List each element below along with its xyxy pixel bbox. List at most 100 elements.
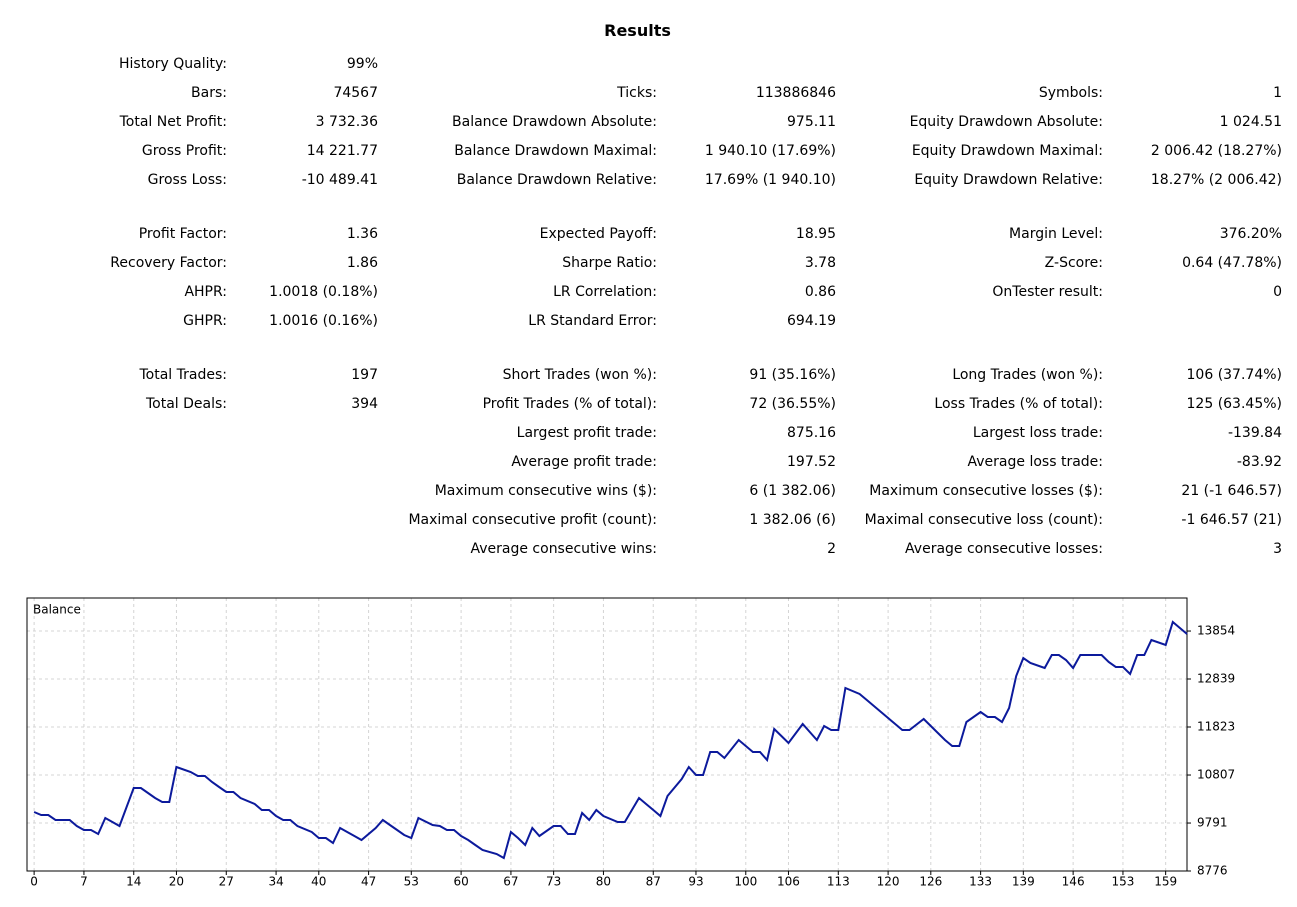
stat-value: 72 (36.55%) bbox=[749, 396, 836, 412]
stat-value: 376.20% bbox=[1219, 226, 1282, 242]
stat-label: History Quality: bbox=[119, 56, 227, 72]
x-tick-label: 146 bbox=[1062, 875, 1085, 889]
stat-value: 0.86 bbox=[804, 284, 836, 300]
stat-label: OnTester result: bbox=[992, 284, 1103, 300]
stat-label: Short Trades (won %): bbox=[502, 367, 657, 383]
stat-value: 2 006.42 (18.27%) bbox=[1150, 143, 1282, 159]
balance-line bbox=[33, 620, 1188, 860]
x-tick-label: 87 bbox=[646, 875, 661, 889]
stat-value: 91 (35.16%) bbox=[749, 367, 836, 383]
stat-value: 1.0018 (0.18%) bbox=[269, 284, 378, 300]
stat-value: 0 bbox=[1273, 284, 1282, 300]
y-tick-label: 9791 bbox=[1197, 816, 1228, 830]
x-tick-label: 139 bbox=[1012, 875, 1035, 889]
stat-label: Ticks: bbox=[617, 85, 657, 101]
y-tick-label: 10807 bbox=[1197, 768, 1235, 782]
stat-label: Recovery Factor: bbox=[110, 255, 227, 271]
stat-label: Equity Drawdown Maximal: bbox=[911, 143, 1103, 159]
legend-label: Balance bbox=[33, 603, 81, 617]
stat-label: Balance Drawdown Relative: bbox=[456, 172, 657, 188]
stat-label: Total Trades: bbox=[139, 367, 228, 383]
stat-value: 106 (37.74%) bbox=[1186, 367, 1282, 383]
stat-value: 99% bbox=[346, 56, 378, 72]
stat-label: Balance Drawdown Maximal: bbox=[454, 143, 657, 159]
stat-label: Balance Drawdown Absolute: bbox=[452, 114, 657, 130]
stat-value: 197.52 bbox=[787, 454, 836, 470]
plot-frame bbox=[26, 597, 1188, 872]
x-tick-label: 40 bbox=[311, 875, 326, 889]
stat-label: LR Standard Error: bbox=[528, 313, 657, 329]
stat-value: 3 bbox=[1273, 541, 1282, 557]
stat-value: 17.69% (1 940.10) bbox=[704, 172, 836, 188]
x-tick-label: 27 bbox=[219, 875, 234, 889]
stat-label: Total Deals: bbox=[145, 396, 227, 412]
x-tick-label: 120 bbox=[877, 875, 900, 889]
stat-value: 3.78 bbox=[804, 255, 836, 271]
stat-label: Profit Factor: bbox=[138, 226, 227, 242]
stat-label: Z-Score: bbox=[1044, 255, 1103, 271]
stat-label: Expected Payoff: bbox=[539, 226, 657, 242]
x-tick-label: 113 bbox=[827, 875, 850, 889]
y-tick-label: 11823 bbox=[1197, 720, 1235, 734]
x-tick-label: 0 bbox=[30, 875, 38, 889]
stat-value: 6 (1 382.06) bbox=[749, 483, 836, 499]
x-tick-label: 159 bbox=[1154, 875, 1177, 889]
stat-value: 2 bbox=[827, 541, 836, 557]
stat-value: -83.92 bbox=[1236, 454, 1282, 470]
stat-value: 1.36 bbox=[346, 226, 378, 242]
stat-label: Average profit trade: bbox=[511, 454, 657, 470]
stat-label: Margin Level: bbox=[1009, 226, 1103, 242]
stat-label: Maximal consecutive profit (count): bbox=[408, 512, 657, 528]
stat-value: 975.11 bbox=[787, 114, 836, 130]
stat-label: Gross Loss: bbox=[147, 172, 227, 188]
x-tick-label: 80 bbox=[596, 875, 611, 889]
x-tick-label: 100 bbox=[734, 875, 757, 889]
stat-value: 1 024.51 bbox=[1219, 114, 1282, 130]
stat-value: 18.27% (2 006.42) bbox=[1150, 172, 1282, 188]
stat-value: 1 bbox=[1273, 85, 1282, 101]
stat-label: Equity Drawdown Absolute: bbox=[909, 114, 1103, 130]
stat-label: AHPR: bbox=[184, 284, 227, 300]
stat-label: Average consecutive wins: bbox=[470, 541, 657, 557]
stat-label: Bars: bbox=[191, 85, 227, 101]
x-tick-label: 20 bbox=[169, 875, 184, 889]
stat-label: Average consecutive losses: bbox=[905, 541, 1103, 557]
x-tick-label: 153 bbox=[1111, 875, 1134, 889]
stat-value: 875.16 bbox=[787, 425, 836, 441]
stat-label: Maximum consecutive wins ($): bbox=[434, 483, 657, 499]
x-tick-label: 73 bbox=[546, 875, 561, 889]
stat-value: 394 bbox=[351, 396, 378, 412]
stat-value: 3 732.36 bbox=[315, 114, 378, 130]
stat-value: 1 940.10 (17.69%) bbox=[704, 143, 836, 159]
stat-label: Maximum consecutive losses ($): bbox=[869, 483, 1103, 499]
x-tick-label: 7 bbox=[80, 875, 88, 889]
stat-value: 1 382.06 (6) bbox=[749, 512, 836, 528]
x-tick-label: 60 bbox=[453, 875, 468, 889]
stat-value: 21 (-1 646.57) bbox=[1181, 483, 1282, 499]
stat-value: 14 221.77 bbox=[306, 143, 378, 159]
stat-value: -10 489.41 bbox=[301, 172, 378, 188]
stat-value: 113886846 bbox=[755, 85, 836, 101]
x-tick-label: 126 bbox=[919, 875, 942, 889]
x-tick-label: 34 bbox=[268, 875, 283, 889]
stat-label: Equity Drawdown Relative: bbox=[914, 172, 1103, 188]
stat-value: 0.64 (47.78%) bbox=[1182, 255, 1282, 271]
results-title: Results bbox=[604, 21, 671, 40]
stat-label: Largest profit trade: bbox=[516, 425, 657, 441]
stat-value: 1.86 bbox=[346, 255, 378, 271]
stat-label: Average loss trade: bbox=[967, 454, 1103, 470]
stat-value: -1 646.57 (21) bbox=[1181, 512, 1282, 528]
stat-label: Largest loss trade: bbox=[972, 425, 1103, 441]
stat-value: 18.95 bbox=[795, 226, 836, 242]
stat-label: GHPR: bbox=[183, 313, 227, 329]
stat-label: Gross Profit: bbox=[141, 143, 227, 159]
x-tick-label: 53 bbox=[404, 875, 419, 889]
stat-label: Symbols: bbox=[1038, 85, 1103, 101]
stat-value: -139.84 bbox=[1227, 425, 1282, 441]
y-tick-label: 13854 bbox=[1197, 624, 1235, 638]
stat-label: Total Net Profit: bbox=[119, 114, 227, 130]
stat-value: 694.19 bbox=[787, 313, 836, 329]
stat-label: Long Trades (won %): bbox=[952, 367, 1103, 383]
stat-value: 74567 bbox=[333, 85, 378, 101]
